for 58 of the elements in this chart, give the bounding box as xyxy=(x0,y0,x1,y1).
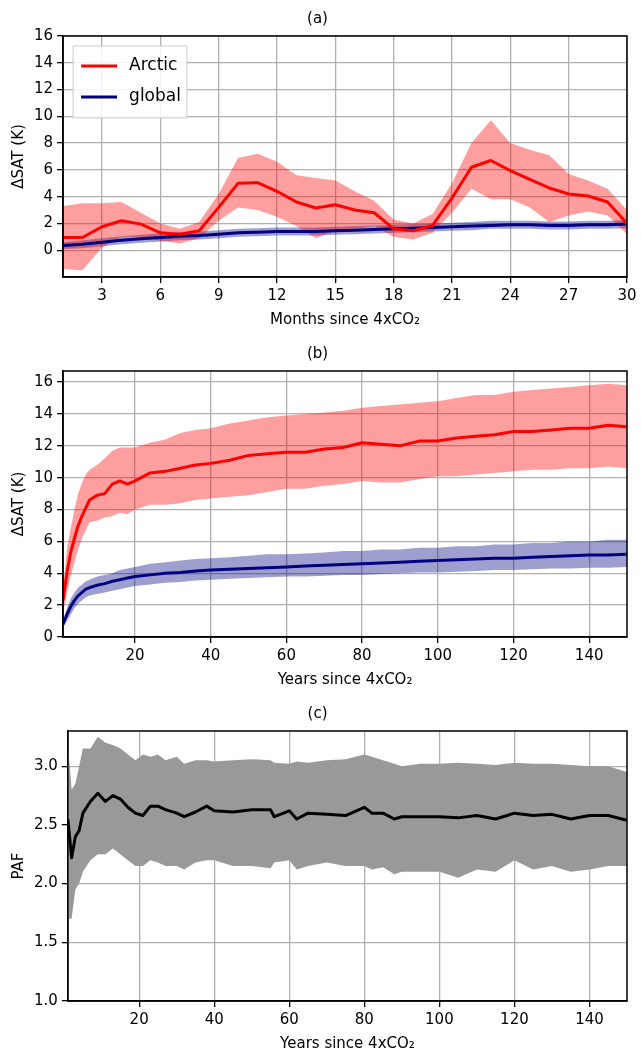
y-tick-label: 1.0 xyxy=(34,990,58,1009)
x-tick-label: 60 xyxy=(276,645,296,664)
x-tick-label: 15 xyxy=(325,285,345,304)
y-tick-label: 6 xyxy=(43,531,54,550)
x-tick-label: 6 xyxy=(155,285,166,304)
x-tick-label: 140 xyxy=(575,1009,604,1028)
x-tick-label: 21 xyxy=(442,285,462,304)
y-tick-label: 16 xyxy=(33,372,54,391)
y-tick-label: 2.0 xyxy=(34,873,58,892)
x-tick-label: 60 xyxy=(279,1009,299,1028)
y-tick-label: 12 xyxy=(33,435,54,454)
x-tick-label: 120 xyxy=(499,645,528,664)
x-tick-label: 24 xyxy=(500,285,520,304)
y-axis-title: ΔSAT (K) xyxy=(8,471,27,537)
x-tick-label: 120 xyxy=(500,1009,529,1028)
y-tick-label: 4 xyxy=(43,186,54,205)
y-tick-label: 2 xyxy=(43,213,54,232)
y-tick-label: 0 xyxy=(43,240,54,259)
x-axis-title: Years since 4xCO₂ xyxy=(279,1033,415,1052)
x-tick-label: 12 xyxy=(267,285,287,304)
y-tick-label: 2 xyxy=(43,595,54,614)
x-tick-label: 9 xyxy=(213,285,224,304)
x-tick-label: 18 xyxy=(384,285,404,304)
legend-label: Arctic xyxy=(129,54,178,75)
y-axis-title: ΔSAT (K) xyxy=(8,124,27,189)
y-tick-label: 0 xyxy=(43,626,54,645)
y-tick-label: 4 xyxy=(43,563,54,582)
chart-title: (a) xyxy=(307,8,328,27)
y-tick-label: 1.5 xyxy=(34,932,58,951)
y-tick-label: 10 xyxy=(33,467,54,486)
x-axis-title: Years since 4xCO₂ xyxy=(276,669,413,688)
y-tick-label: 8 xyxy=(43,499,54,518)
x-tick-label: 20 xyxy=(125,645,145,664)
x-tick-label: 40 xyxy=(201,645,221,664)
y-tick-label: 12 xyxy=(33,79,54,98)
x-axis-title: Months since 4xCO₂ xyxy=(270,309,421,328)
chart-title: (b) xyxy=(306,343,329,362)
y-tick-label: 16 xyxy=(33,25,54,44)
y-tick-label: 10 xyxy=(33,106,54,125)
y-tick-label: 8 xyxy=(43,133,54,151)
x-tick-label: 27 xyxy=(559,285,579,304)
y-tick-label: 3.0 xyxy=(34,756,58,775)
x-tick-label: 140 xyxy=(574,645,604,664)
x-tick-label: 20 xyxy=(129,1009,149,1028)
chart-title: (c) xyxy=(307,703,328,722)
x-tick-label: 40 xyxy=(204,1009,224,1028)
y-axis-title: PAF xyxy=(8,852,27,880)
legend-label: global xyxy=(129,85,181,106)
x-tick-label: 3 xyxy=(97,285,107,304)
y-tick-label: 6 xyxy=(43,159,54,178)
x-tick-label: 30 xyxy=(617,285,637,304)
x-tick-label: 100 xyxy=(425,1009,454,1028)
x-tick-label: 100 xyxy=(423,645,453,664)
y-tick-label: 2.5 xyxy=(34,814,58,833)
y-tick-label: 14 xyxy=(33,52,54,71)
x-tick-label: 80 xyxy=(354,1009,374,1028)
y-tick-label: 14 xyxy=(33,403,54,422)
x-tick-label: 80 xyxy=(352,645,372,664)
